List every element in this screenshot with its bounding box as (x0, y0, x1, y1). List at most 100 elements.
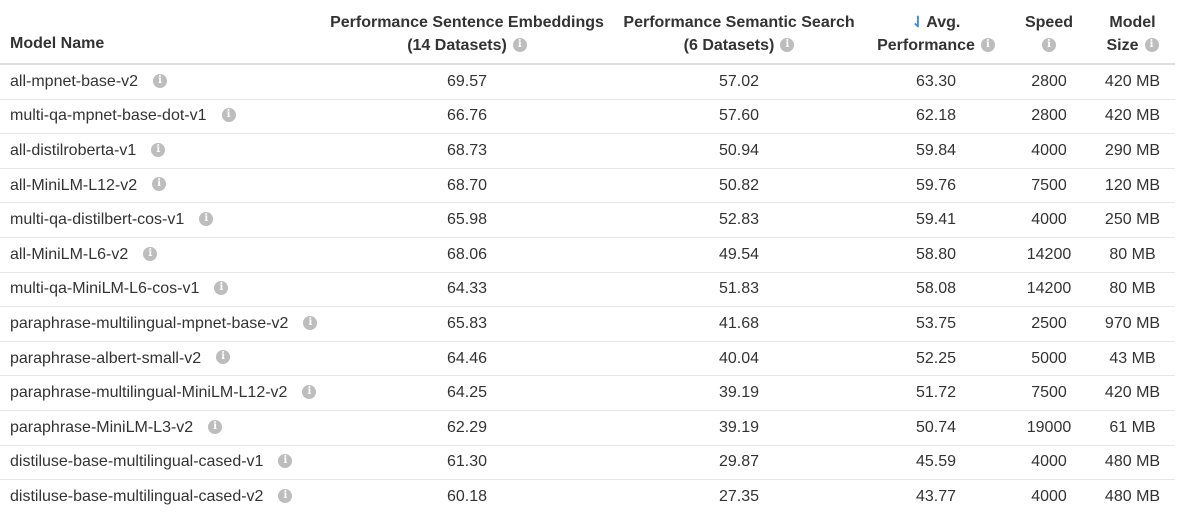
cell-value: 4000 (1031, 487, 1067, 505)
model-name-label[interactable]: all-mpnet-base-v2 (10, 72, 139, 90)
semantic-search-cell: 27.35 (614, 480, 864, 514)
header-model-name[interactable]: Model Name (0, 0, 320, 65)
avg-performance-cell: 45.59 (864, 445, 1008, 481)
cell-value: 50.82 (718, 176, 760, 194)
table-row: all-MiniLM-L12-v2 i 68.70 50.82 59.76 7500 120… (0, 168, 1175, 204)
speed-cell: 4000 (1008, 133, 1090, 169)
info-icon[interactable]: i (214, 281, 229, 296)
header-label: Model (1109, 14, 1156, 31)
model-name-cell: multi-qa-distilbert-cos-v1 i (0, 202, 320, 238)
model-name-label[interactable]: paraphrase-multilingual-MiniLM-L12-v2 (10, 384, 288, 402)
cell-value: 60.18 (446, 487, 488, 505)
semantic-search-cell: 57.60 (614, 99, 864, 135)
table-row: all-MiniLM-L6-v2 i 68.06 49.54 58.80 14200 80 … (0, 237, 1175, 273)
info-icon[interactable]: i (152, 177, 167, 192)
cell-value: 4000 (1031, 211, 1067, 229)
model-name-cell: multi-qa-MiniLM-L6-cos-v1 i (0, 272, 320, 308)
info-icon[interactable]: i (278, 454, 293, 469)
info-icon[interactable]: i (199, 211, 214, 226)
info-icon[interactable]: i (1144, 37, 1159, 52)
cell-value: 62.18 (915, 107, 957, 125)
header-label: Avg. (926, 14, 961, 31)
cell-value: 58.08 (915, 280, 957, 298)
info-icon[interactable]: i (303, 315, 318, 330)
sentence-embeddings-cell: 60.18 (320, 480, 614, 514)
cell-value: 57.02 (718, 72, 760, 90)
speed-cell: 2800 (1008, 64, 1090, 100)
header-semantic-search[interactable]: Performance Semantic Search (6 Datasets)… (614, 0, 864, 65)
semantic-search-cell: 39.19 (614, 410, 864, 446)
model-size-cell: 250 MB (1090, 202, 1175, 238)
model-name-label[interactable]: multi-qa-distilbert-cos-v1 (10, 211, 185, 229)
table-row: paraphrase-multilingual-mpnet-base-v2 i 65… (0, 306, 1175, 342)
model-name-label[interactable]: paraphrase-albert-small-v2 (10, 349, 202, 367)
header-avg-performance[interactable]: ⇃ Avg. Performance i (864, 0, 1008, 65)
cell-value: 5000 (1031, 349, 1067, 367)
semantic-search-cell: 40.04 (614, 341, 864, 377)
model-name-cell: all-distilroberta-v1 i (0, 133, 320, 169)
cell-value: 420 MB (1104, 384, 1161, 402)
info-icon[interactable]: i (302, 384, 317, 399)
table-row: all-mpnet-base-v2 i 69.57 57.02 63.30 2800 420… (0, 64, 1175, 100)
model-name-label[interactable]: multi-qa-MiniLM-L6-cos-v1 (10, 280, 200, 298)
info-icon[interactable]: i (153, 73, 168, 88)
sort-descending-icon[interactable]: ⇃ (911, 14, 925, 31)
info-icon[interactable]: i (780, 37, 795, 52)
model-name-label[interactable]: paraphrase-multilingual-mpnet-base-v2 (10, 314, 289, 332)
info-icon[interactable]: i (143, 246, 158, 261)
model-name-label[interactable]: all-MiniLM-L6-v2 (10, 245, 129, 263)
avg-performance-cell: 59.76 (864, 168, 1008, 204)
info-icon[interactable]: i (216, 350, 231, 365)
cell-value: 39.19 (718, 384, 760, 402)
model-name-label[interactable]: all-MiniLM-L12-v2 (10, 176, 138, 194)
cell-value: 14200 (1026, 280, 1072, 298)
model-size-cell: 970 MB (1090, 306, 1175, 342)
table-row: paraphrase-albert-small-v2 i 64.46 40.04 52.… (0, 341, 1175, 377)
semantic-search-cell: 52.83 (614, 202, 864, 238)
header-sublabel: (14 Datasets) (407, 37, 507, 54)
speed-cell: 14200 (1008, 272, 1090, 308)
avg-performance-cell: 43.77 (864, 480, 1008, 514)
avg-performance-cell: 53.75 (864, 306, 1008, 342)
cell-value: 66.76 (446, 107, 488, 125)
model-name-cell: paraphrase-multilingual-mpnet-base-v2 i (0, 306, 320, 342)
model-name-label[interactable]: multi-qa-mpnet-base-dot-v1 (10, 107, 207, 125)
model-name-cell: paraphrase-albert-small-v2 i (0, 341, 320, 377)
info-icon[interactable]: i (1042, 37, 1056, 52)
table-row: paraphrase-MiniLM-L3-v2 i 62.29 39.19 50.74 1… (0, 410, 1175, 446)
header-sentence-embeddings[interactable]: Performance Sentence Embeddings (14 Data… (320, 0, 614, 65)
info-icon[interactable]: i (980, 37, 995, 52)
model-name-cell: all-MiniLM-L6-v2 i (0, 237, 320, 273)
cell-value: 50.94 (718, 141, 760, 159)
header-sublabel: Size (1106, 37, 1139, 54)
cell-value: 80 MB (1109, 280, 1156, 298)
table-header-row: Model Name Performance Sentence Embeddin… (0, 0, 1175, 65)
sentence-embeddings-cell: 61.30 (320, 445, 614, 481)
info-icon[interactable]: i (208, 419, 223, 434)
cell-value: 970 MB (1104, 314, 1161, 332)
model-size-cell: 290 MB (1090, 133, 1175, 169)
cell-value: 68.70 (446, 176, 488, 194)
avg-performance-cell: 62.18 (864, 99, 1008, 135)
model-name-label[interactable]: distiluse-base-multilingual-cased-v2 (10, 487, 264, 505)
info-icon[interactable]: i (278, 488, 293, 503)
sentence-embeddings-cell: 64.46 (320, 341, 614, 377)
cell-value: 19000 (1026, 418, 1072, 436)
model-name-cell: multi-qa-mpnet-base-dot-v1 i (0, 99, 320, 135)
header-speed[interactable]: Speed i (1008, 0, 1090, 65)
avg-performance-cell: 52.25 (864, 341, 1008, 377)
info-icon[interactable]: i (151, 142, 166, 157)
model-name-label[interactable]: paraphrase-MiniLM-L3-v2 (10, 418, 194, 436)
info-icon[interactable]: i (221, 108, 236, 123)
cell-value: 50.74 (915, 418, 957, 436)
avg-performance-cell: 58.80 (864, 237, 1008, 273)
model-name-cell: distiluse-base-multilingual-cased-v1 i (0, 445, 320, 481)
model-name-label[interactable]: all-distilroberta-v1 (10, 141, 137, 159)
info-icon[interactable]: i (512, 37, 527, 52)
model-name-label[interactable]: distiluse-base-multilingual-cased-v1 (10, 453, 264, 471)
sentence-embeddings-cell: 62.29 (320, 410, 614, 446)
header-label: Performance Sentence Embeddings (330, 14, 604, 31)
cell-value: 69.57 (446, 72, 488, 90)
semantic-search-cell: 57.02 (614, 64, 864, 100)
header-model-size[interactable]: Model Size i (1090, 0, 1175, 65)
